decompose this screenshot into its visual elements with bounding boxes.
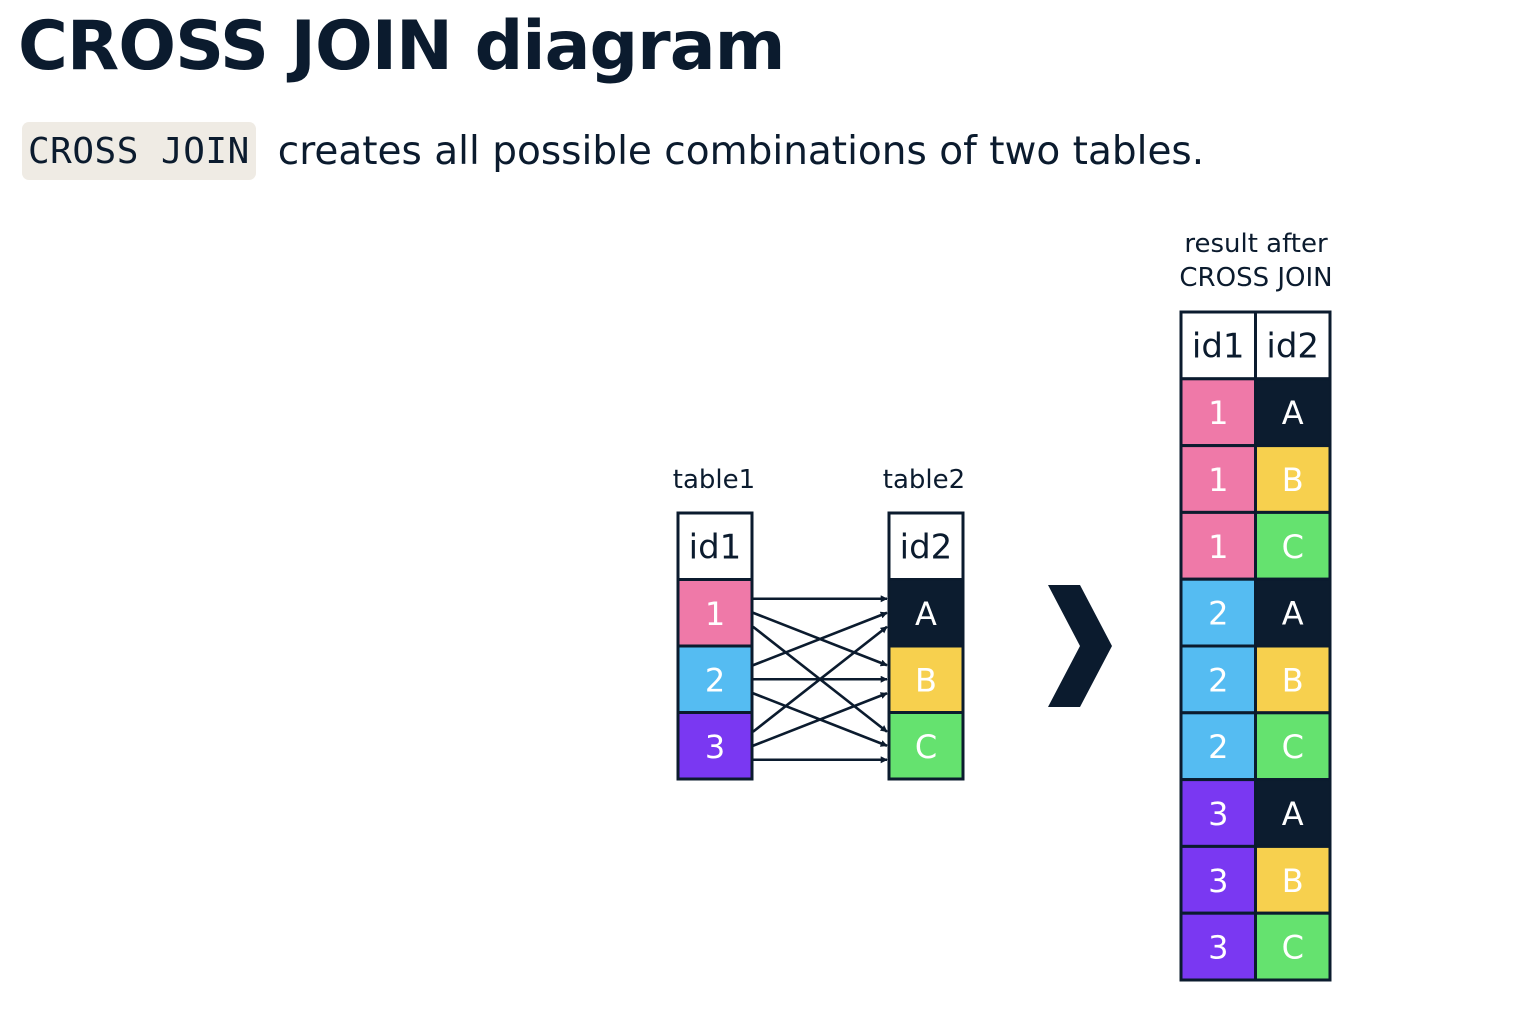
result-row-4-col-2-cell: [1254, 577, 1332, 648]
result-row-5-col-2-cell: [1254, 644, 1332, 715]
table1-row-2-text: 2: [705, 661, 725, 699]
result-row-4-col-1-text: 2: [1208, 595, 1228, 633]
result-row-1-col-1-text: 1: [1208, 394, 1228, 432]
page-title: CROSS JOIN diagram: [18, 7, 785, 86]
result-row-9-col-1-cell: [1179, 911, 1257, 982]
connector-3-A: [752, 625, 888, 733]
result-label-line1: result after: [1184, 229, 1328, 259]
connector-3-B: [752, 692, 888, 747]
chevron-right-icon: [1048, 585, 1112, 707]
result-header-id2-text: id2: [1266, 326, 1319, 366]
table2-row-A-text: A: [915, 595, 937, 633]
table2: id2 ABC: [887, 511, 965, 781]
result-table: id1 id2 1 A 1 B 1 C 2 A 2 B 2 C 3 A 3 B 3 C: [1179, 310, 1332, 982]
result-row-2-col-1-text: 1: [1208, 461, 1228, 499]
result-row-1-col-2-cell: [1254, 377, 1332, 448]
result-row-8-col-1-text: 3: [1208, 862, 1228, 900]
table2-row-B-cell: [887, 644, 965, 714]
result-row-5-col-1-text: 2: [1208, 661, 1228, 699]
table1: id1 1 2 3: [676, 511, 754, 781]
result-row-4-col-2-text: A: [1282, 595, 1304, 633]
result-row-6-col-1-text: 2: [1208, 728, 1228, 766]
table1-header-text: id1: [689, 527, 742, 567]
result-label-line2: CROSS JOIN: [1179, 263, 1332, 293]
table1-row-2-cell: [676, 644, 754, 714]
table1-header-cell: [676, 511, 754, 581]
table1-row-3-text: 3: [705, 728, 725, 766]
result-row-2-col-2-text: B: [1282, 461, 1304, 499]
table2-row-C-text: C: [915, 728, 937, 766]
result-row-3-col-2-text: C: [1282, 528, 1304, 566]
result-row-7-col-1-cell: [1179, 778, 1257, 848]
result-row-9-col-2-cell: [1254, 911, 1332, 982]
result-row-1-col-1-cell: [1179, 377, 1257, 448]
result-row-9-col-1-text: 3: [1208, 929, 1228, 967]
subtitle: CROSS JOIN creates all possible combinat…: [22, 121, 1204, 181]
subtitle-text: creates all possible combinations of two…: [277, 128, 1205, 174]
table1-row-3-cell: [676, 711, 754, 781]
result-header-id1-text: id1: [1192, 326, 1245, 366]
table2-label: table2: [883, 465, 965, 495]
result-row-6-col-2-text: C: [1282, 728, 1304, 766]
table2-header-cell: [887, 511, 965, 581]
inline-code: CROSS JOIN: [22, 122, 256, 180]
result-row-9-col-2-text: C: [1282, 929, 1304, 967]
result-row-3-col-2-cell: [1254, 510, 1332, 581]
result-row-3-col-1-cell: [1179, 510, 1257, 581]
connector-2-A: [752, 611, 888, 667]
table1-label: table1: [673, 465, 755, 495]
result-row-8-col-2-cell: [1254, 844, 1332, 915]
result-row-7-col-1-text: 3: [1208, 795, 1228, 833]
result-row-5-col-2-text: B: [1282, 661, 1304, 699]
table1-row-1-text: 1: [705, 595, 725, 633]
result-row-7-col-2-cell: [1254, 778, 1332, 848]
result-row-3-col-1-text: 1: [1208, 528, 1228, 566]
result-row-1-col-2-text: A: [1282, 394, 1304, 432]
result-row-4-col-1-cell: [1179, 577, 1257, 648]
result-row-6-col-2-cell: [1254, 711, 1332, 782]
result-row-7-col-2-text: A: [1282, 795, 1304, 833]
table2-header-text: id2: [900, 527, 953, 567]
result-row-2-col-2-cell: [1254, 444, 1332, 514]
connector-arrows: [752, 595, 888, 764]
table2-row-B-text: B: [915, 661, 937, 699]
table2-row-C-cell: [887, 711, 965, 781]
result-row-8-col-2-text: B: [1282, 862, 1304, 900]
